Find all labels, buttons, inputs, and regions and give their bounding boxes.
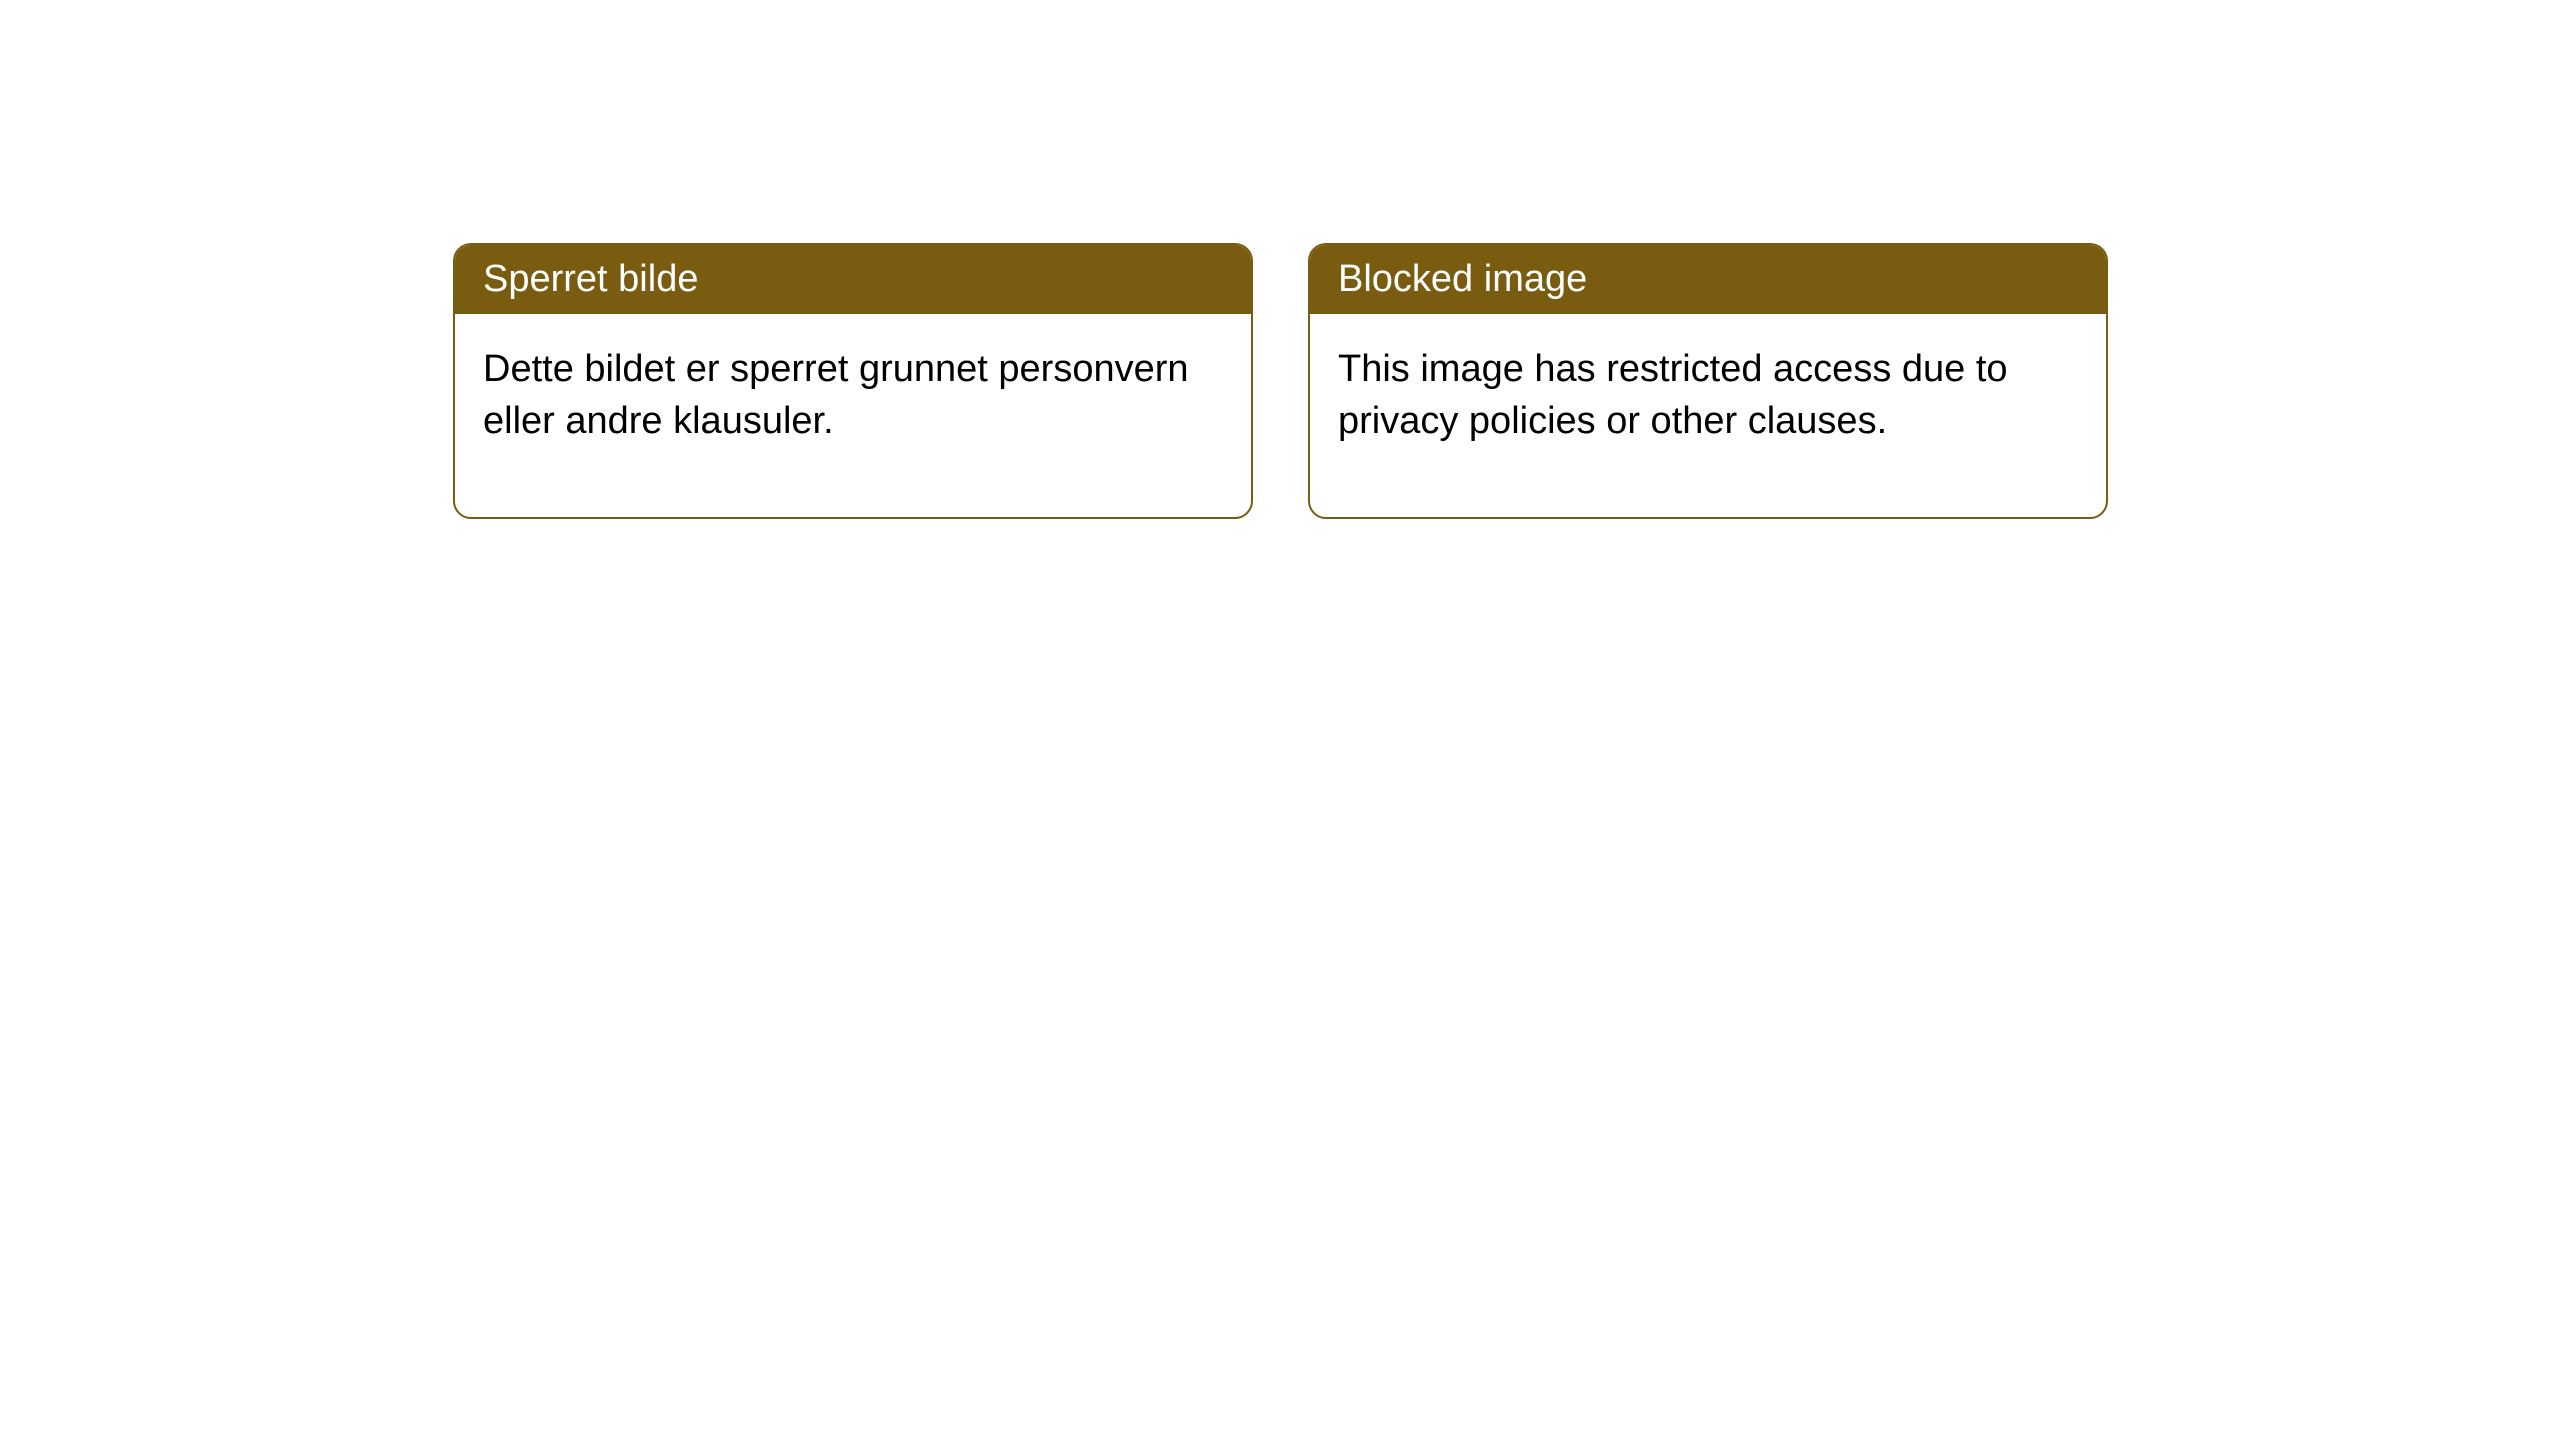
notice-card-left-message: Dette bildet er sperret grunnet personve… — [455, 314, 1251, 517]
notice-card-left-title: Sperret bilde — [455, 245, 1251, 314]
notice-card-right: Blocked image This image has restricted … — [1308, 243, 2108, 519]
notice-card-right-message: This image has restricted access due to … — [1310, 314, 2106, 517]
notice-container: Sperret bilde Dette bildet er sperret gr… — [453, 243, 2108, 519]
notice-card-right-title: Blocked image — [1310, 245, 2106, 314]
notice-card-left: Sperret bilde Dette bildet er sperret gr… — [453, 243, 1253, 519]
